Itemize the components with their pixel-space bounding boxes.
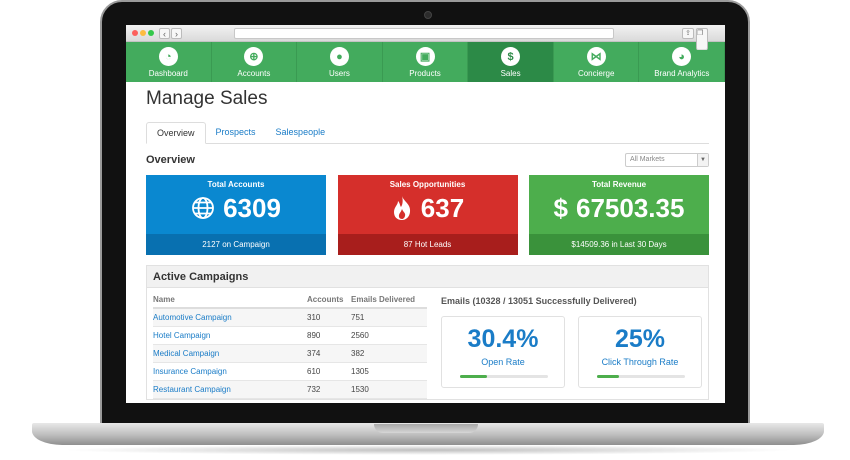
emails-delivered-cell: 2560 xyxy=(351,326,427,345)
overview-heading: Overview xyxy=(146,154,195,166)
panel-title: Active Campaigns xyxy=(147,266,708,288)
stat-total-accounts: Total Accounts 6309 2127 on Campaign xyxy=(146,175,326,255)
table-row: Automotive Campaign 310 751 xyxy=(153,308,427,327)
accounts-cell: 310 xyxy=(307,308,351,327)
column-header[interactable]: Accounts xyxy=(307,294,351,309)
nav-item-label: Concierge xyxy=(577,69,615,78)
tab-salespeople[interactable]: Salespeople xyxy=(275,127,326,137)
camera xyxy=(424,11,432,19)
dashboard-icon: ◔ xyxy=(158,47,178,66)
tab-prospects[interactable]: Prospects xyxy=(215,127,256,137)
nav-item-concierge[interactable]: ⋈ Concierge xyxy=(554,42,640,82)
campaign-link[interactable]: Insurance Campaign xyxy=(153,362,307,381)
stat-sales-opportunities: Sales Opportunities 637 87 Hot Leads xyxy=(337,175,518,255)
emails-delivered-cell: 751 xyxy=(351,308,427,327)
bowtie-icon: ⋈ xyxy=(586,47,606,66)
stat-value: 67503.35 xyxy=(576,192,685,223)
active-campaigns-panel: Active Campaigns Name Accounts Emails De… xyxy=(146,265,709,400)
table-row: Restaurant Campaign 732 1530 xyxy=(153,380,427,399)
campaign-link[interactable]: Medical Campaign xyxy=(153,344,307,363)
forward-button[interactable]: › xyxy=(171,28,182,39)
address-bar[interactable] xyxy=(234,28,614,39)
stat-footer: 87 Hot Leads xyxy=(337,234,518,255)
card-label: Click Through Rate xyxy=(601,357,679,367)
accounts-cell: 610 xyxy=(307,362,351,381)
stat-label: Sales Opportunities xyxy=(389,180,466,189)
nav-item-dashboard[interactable]: ◔ Dashboard xyxy=(126,42,212,82)
email-stats: Emails (10328 / 13051 Successfully Deliv… xyxy=(441,294,702,399)
accounts-cell: 374 xyxy=(307,344,351,363)
stat-footer: 2127 on Campaign xyxy=(146,234,326,255)
nav-item-accounts[interactable]: ⊕ Accounts xyxy=(212,42,298,82)
accounts-cell: 732 xyxy=(307,380,351,399)
card-value: 25% xyxy=(614,325,666,353)
campaign-link[interactable]: Automotive Campaign xyxy=(153,308,307,327)
stat-value: 637 xyxy=(420,192,465,223)
globe-icon xyxy=(191,196,215,220)
close-window-button[interactable] xyxy=(132,30,138,36)
nav-item-sales[interactable]: $ Sales xyxy=(468,42,554,82)
market-select-value: All Markets xyxy=(630,156,665,163)
nav-item-label: Brand Analytics xyxy=(654,69,710,78)
campaign-link[interactable]: Restaurant Campaign xyxy=(153,380,307,399)
card-label: Open Rate xyxy=(481,357,525,367)
accounts-cell: 890 xyxy=(307,326,351,345)
nav-item-label: Dashboard xyxy=(148,69,188,78)
dollar-icon: $ xyxy=(553,192,568,223)
share-icon[interactable]: ⇪ xyxy=(682,28,694,39)
stat-total-revenue: Total Revenue $ 67503.35 $14509.36 in La… xyxy=(529,175,709,255)
nav-item-label: Sales xyxy=(500,69,521,78)
maximize-window-button[interactable] xyxy=(148,30,154,36)
open-rate-card: 30.4% Open Rate xyxy=(441,316,565,388)
tabs-icon[interactable]: ❐ xyxy=(696,28,708,50)
progress-fill xyxy=(597,375,619,378)
analytics-icon: ◕ xyxy=(672,47,692,66)
fire-icon xyxy=(391,195,413,221)
globe-icon: ⊕ xyxy=(244,47,264,66)
laptop-shadow xyxy=(60,445,796,455)
table-row: Insurance Campaign 610 1305 xyxy=(153,362,427,381)
nav-item-products[interactable]: ▣ Products xyxy=(383,42,469,82)
table-row: Medical Campaign 374 382 xyxy=(153,344,427,363)
market-select[interactable]: All Markets ▼ xyxy=(625,153,709,167)
column-header[interactable]: Name xyxy=(153,294,307,309)
click-through-rate-card: 25% Click Through Rate xyxy=(578,316,702,388)
main-nav: ◔ Dashboard ⊕ Accounts ● Users ▣ Products $ Sales… xyxy=(126,42,725,82)
progress-fill xyxy=(460,375,487,378)
back-button[interactable]: ‹ xyxy=(159,28,170,39)
section-tabs: Overview Prospects Salespeople xyxy=(146,122,709,144)
sales-icon: $ xyxy=(501,47,521,66)
progress-bar xyxy=(597,375,685,378)
table-row: Hotel Campaign 890 2560 xyxy=(153,326,427,345)
column-header[interactable]: Emails Delivered xyxy=(351,294,427,309)
campaign-link[interactable]: Hotel Campaign xyxy=(153,326,307,345)
laptop-notch xyxy=(374,424,478,433)
stat-footer: $14509.36 in Last 30 Days xyxy=(529,234,709,255)
nav-item-label: Accounts xyxy=(237,69,271,78)
cart-icon: ▣ xyxy=(415,47,435,66)
campaigns-table: Name Accounts Emails Delivered Automotiv… xyxy=(153,294,427,399)
nav-item-brand-analytics[interactable]: ◕ Brand Analytics xyxy=(639,42,725,82)
emails-delivered-cell: 1530 xyxy=(351,380,427,399)
stat-label: Total Accounts xyxy=(207,180,265,189)
browser-titlebar: ‹ › ⇪ ❐ xyxy=(126,25,725,50)
screen: ‹ › ⇪ ❐ ◔ Dashboard ⊕ Accounts ● Users ▣ Produc… xyxy=(126,25,725,403)
stat-label: Total Revenue xyxy=(591,180,647,189)
email-stats-title: Emails (10328 / 13051 Successfully Deliv… xyxy=(441,296,637,306)
nav-item-users[interactable]: ● Users xyxy=(297,42,383,82)
tab-overview[interactable]: Overview xyxy=(146,122,206,144)
minimize-window-button[interactable] xyxy=(140,30,146,36)
laptop-base xyxy=(32,423,824,445)
page-title: Manage Sales xyxy=(146,88,268,109)
progress-bar xyxy=(460,375,548,378)
nav-item-label: Products xyxy=(409,69,441,78)
card-value: 30.4% xyxy=(467,325,539,353)
stat-value: 6309 xyxy=(223,192,281,223)
nav-item-label: Users xyxy=(329,69,350,78)
user-icon: ● xyxy=(329,47,349,66)
emails-delivered-cell: 1305 xyxy=(351,362,427,381)
emails-delivered-cell: 382 xyxy=(351,344,427,363)
chevron-down-icon: ▼ xyxy=(697,154,708,166)
